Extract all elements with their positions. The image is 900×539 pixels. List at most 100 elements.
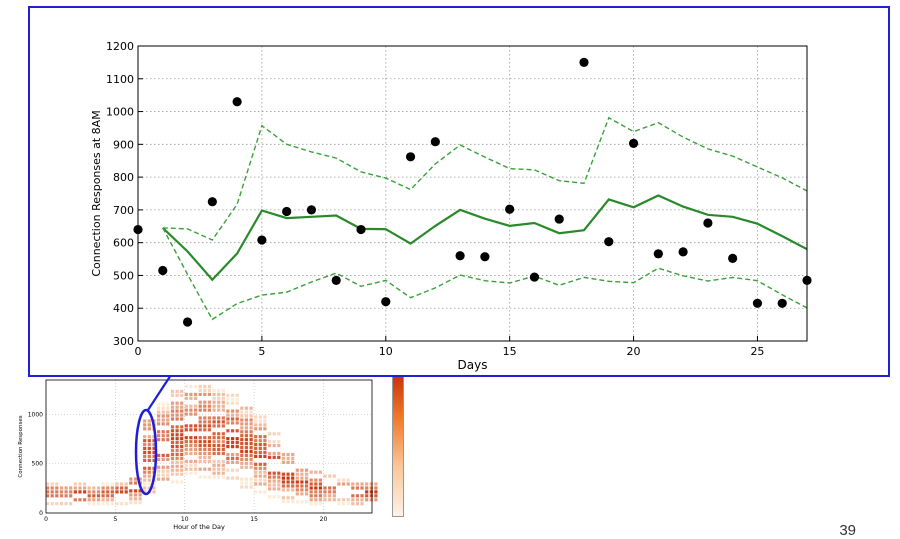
heatmap-cell xyxy=(258,419,262,423)
heatmap-cell xyxy=(295,476,299,480)
heatmap-cell xyxy=(217,471,221,475)
heatmap-cell xyxy=(351,502,355,506)
heatmap-cell xyxy=(152,435,156,439)
heatmap-cell xyxy=(226,417,230,421)
heatmap-cell xyxy=(291,456,295,460)
heatmap-cell xyxy=(184,451,188,456)
heatmap-cell xyxy=(180,401,184,405)
heatmap-cell xyxy=(198,408,202,412)
x-tick-label: 5 xyxy=(258,345,265,358)
heatmap-cell xyxy=(323,498,327,502)
heatmap-cell xyxy=(263,482,267,486)
heatmap-cell xyxy=(268,483,272,487)
heatmap-cell xyxy=(189,396,193,400)
heatmap-cell xyxy=(115,490,119,494)
heatmap-cell xyxy=(231,468,235,472)
heatmap-cell xyxy=(184,428,188,432)
data-point xyxy=(480,252,490,262)
heatmap-cell xyxy=(189,384,193,389)
heatmap-cell xyxy=(374,494,378,498)
heatmap-cell xyxy=(244,418,248,422)
heatmap-cell xyxy=(300,484,304,488)
heatmap-cell xyxy=(374,486,378,490)
heatmap-cell xyxy=(92,486,96,490)
heatmap-cell xyxy=(254,462,258,466)
heatmap-cell xyxy=(254,423,258,427)
data-point xyxy=(158,265,168,276)
y-tick-label: 900 xyxy=(113,138,134,151)
heatmap-cell xyxy=(157,477,161,481)
heatmap-cell xyxy=(212,436,216,440)
heatmap-cell xyxy=(198,384,202,389)
heatmap-cell xyxy=(143,446,147,451)
heatmap-cell xyxy=(291,488,295,492)
heatmap-cell xyxy=(147,450,151,455)
heatmap-cell xyxy=(268,479,272,483)
heatmap-cell xyxy=(124,502,128,506)
heatmap-cell xyxy=(161,422,165,426)
heatmap-cell xyxy=(138,489,142,493)
heatmap-cell xyxy=(87,486,91,490)
heatmap-cell xyxy=(221,463,225,467)
heat-y-axis-label: Connection Responses xyxy=(18,415,24,477)
heatmap-cell xyxy=(226,441,230,445)
heatmap-cell xyxy=(166,410,170,414)
heatmap-cell xyxy=(106,498,110,502)
heatmap-cell xyxy=(180,405,184,409)
heatmap-cell xyxy=(337,478,341,482)
heatmap-cell xyxy=(170,480,175,484)
heatmap-cell xyxy=(254,427,258,431)
heatmap-cell xyxy=(281,488,285,492)
heatmap-cell xyxy=(203,384,207,389)
heatmap-cell xyxy=(170,425,175,429)
heatmap-cell xyxy=(272,495,276,499)
heatmap-cell xyxy=(92,502,96,506)
heatmap-cell xyxy=(161,418,165,422)
heatmap-cell xyxy=(249,410,253,414)
heatmap-cell xyxy=(337,502,341,506)
heatmap-cell xyxy=(170,429,175,433)
heatmap-cell xyxy=(92,494,96,498)
heatmap-cell xyxy=(212,463,216,467)
heatmap-cell xyxy=(263,423,267,427)
connection-responses-chart: 0 5 10 15 20 25 300 400 500 600 700 800 900 1000 1100 1… xyxy=(90,40,812,372)
heatmap-cell xyxy=(286,496,290,500)
heatmap-cell xyxy=(184,447,188,452)
heatmap-cell xyxy=(360,486,364,490)
heatmap-cell xyxy=(369,486,373,490)
heatmap-cell xyxy=(263,427,267,431)
heatmap-cell xyxy=(231,437,235,441)
heatmap-cell xyxy=(212,447,216,452)
heatmap-cell xyxy=(194,463,198,467)
heatmap-cell xyxy=(231,441,235,445)
heat-y-tick-label: 1000 xyxy=(28,411,43,418)
heatmap-cell xyxy=(161,414,165,418)
heatmap-cell xyxy=(161,406,165,410)
heatmap-cell xyxy=(328,490,332,494)
heatmap-cell xyxy=(55,482,59,486)
heatmap-cell xyxy=(170,445,175,449)
heatmap-cell xyxy=(318,494,322,498)
heatmap-cell xyxy=(198,444,202,448)
heatmap-cell xyxy=(161,430,165,434)
heatmap-cell xyxy=(212,416,216,420)
heatmap-cell xyxy=(207,424,211,428)
heatmap-cell xyxy=(300,468,304,472)
heatmap-cell xyxy=(46,494,50,498)
heatmap-cell xyxy=(175,401,179,405)
heatmap-cell xyxy=(254,446,258,451)
heatmap-cell xyxy=(212,475,216,479)
heatmap-cell xyxy=(175,413,179,417)
heatmap-cell xyxy=(212,467,216,471)
heatmap-cell xyxy=(258,482,262,486)
heatmap-cell xyxy=(268,444,272,448)
heatmap-cell xyxy=(203,475,207,479)
heatmap-cell xyxy=(184,444,188,448)
heatmap-cell xyxy=(207,408,211,412)
heatmap-cell xyxy=(110,498,114,502)
heatmap-cell xyxy=(323,494,327,498)
heatmap-cell xyxy=(147,427,151,431)
heatmap-cell xyxy=(207,444,211,448)
heatmap-cell xyxy=(157,438,161,442)
heatmap-cell xyxy=(355,486,359,490)
